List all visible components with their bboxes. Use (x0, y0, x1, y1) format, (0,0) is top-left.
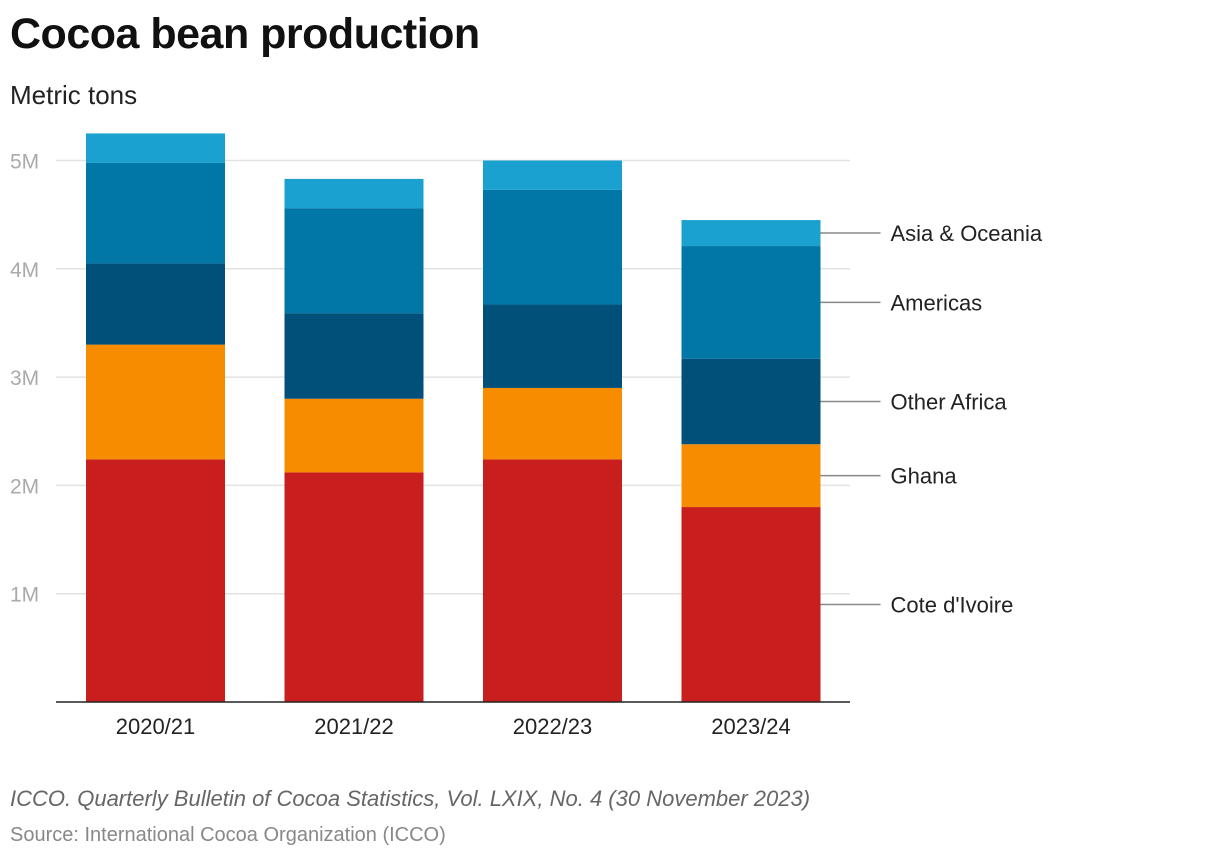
chart-source: Source: International Cocoa Organization… (10, 824, 446, 846)
bar-segment-asia-oceania (86, 133, 225, 163)
bar-segment-cote-d-ivoire (86, 459, 225, 702)
bar-segment-other-africa (483, 304, 622, 388)
x-tick-label: 2021/22 (314, 714, 394, 739)
bar-segment-americas (483, 189, 622, 305)
y-tick-label: 3M (10, 367, 39, 390)
chart-subtitle: Metric tons (10, 80, 138, 110)
bar-segment-ghana (284, 398, 424, 473)
x-tick-label: 2022/23 (513, 714, 593, 739)
bar-segment-ghana (86, 344, 225, 460)
y-tick-label: 5M (10, 151, 39, 174)
bar-segment-other-africa (86, 263, 225, 345)
bar-segment-ghana (483, 387, 622, 460)
bar-segment-americas (86, 162, 225, 264)
bar-segment-americas (284, 208, 424, 314)
bar-segment-cote-d-ivoire (483, 459, 622, 702)
x-tick-label: 2020/21 (116, 714, 196, 739)
legend-label: Ghana (891, 464, 958, 489)
bar-segment-cote-d-ivoire (681, 507, 821, 702)
bar-segment-americas (681, 246, 821, 359)
y-tick-label: 4M (10, 259, 39, 282)
bar-segment-ghana (681, 444, 821, 508)
bar-segment-asia-oceania (483, 160, 622, 190)
y-tick-label: 2M (10, 475, 39, 498)
bar-segment-other-africa (681, 358, 821, 445)
legend-label: Asia & Oceania (891, 221, 1043, 246)
y-tick-label: 1M (10, 584, 39, 607)
bar-segment-other-africa (284, 313, 424, 399)
bar-segment-asia-oceania (681, 220, 821, 247)
x-tick-label: 2023/24 (711, 714, 791, 739)
legend-label: Cote d'Ivoire (891, 593, 1014, 618)
chart-title: Cocoa bean production (10, 10, 480, 58)
legend-label: Other Africa (891, 389, 1008, 414)
bar-segment-cote-d-ivoire (284, 472, 424, 702)
legend-label: Americas (891, 290, 983, 315)
bar-segment-asia-oceania (284, 178, 424, 209)
chart-note: ICCO. Quarterly Bulletin of Cocoa Statis… (10, 786, 811, 811)
